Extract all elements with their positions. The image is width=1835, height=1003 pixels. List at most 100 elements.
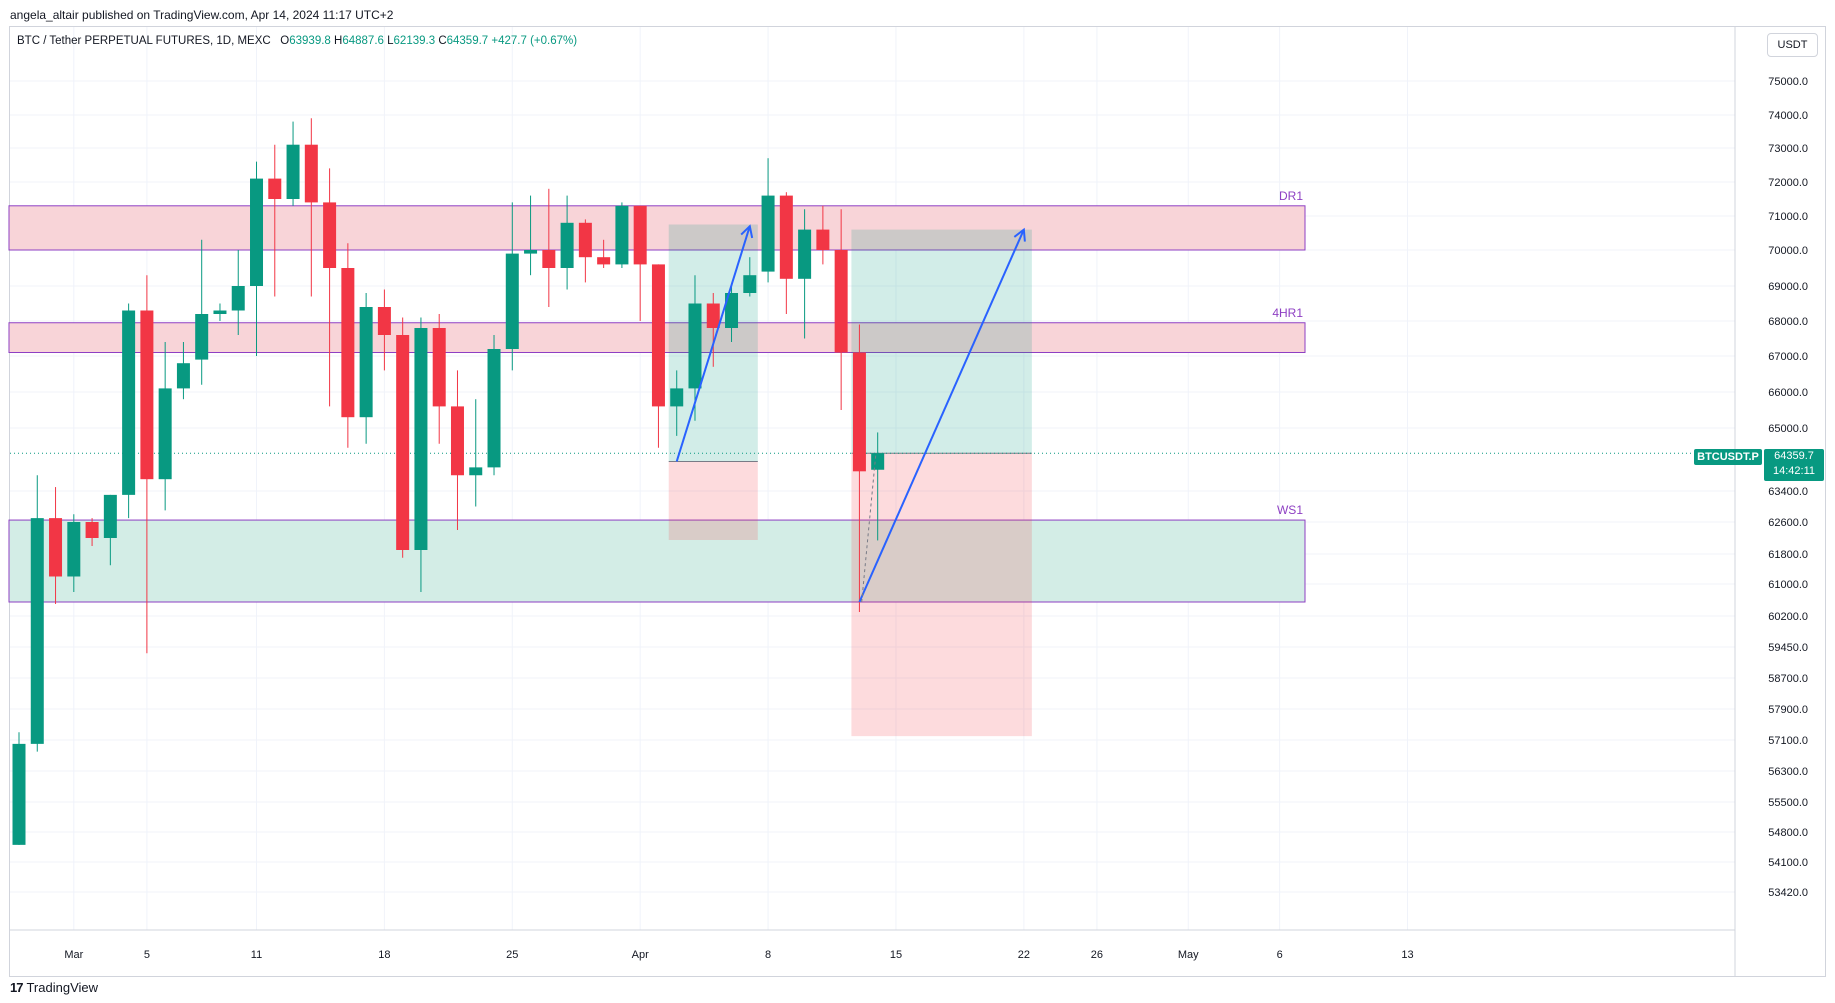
candle-body [414, 328, 428, 550]
candle-body [30, 518, 44, 744]
candle-body [761, 195, 775, 272]
candle-body [176, 363, 190, 389]
time-tick-label: 18 [378, 949, 390, 961]
candle-body [323, 202, 337, 268]
price-tick-label: 69000.0 [1768, 281, 1808, 293]
position-target-area [851, 229, 1032, 454]
time-tick-label: 5 [144, 949, 150, 961]
legend-title: BTC / Tether PERPETUAL FUTURES, 1D, MEXC [17, 35, 271, 47]
candle-body [140, 310, 154, 480]
candle-body [798, 229, 812, 279]
time-tick-label: 6 [1277, 949, 1283, 961]
price-tick-label: 54100.0 [1768, 857, 1808, 869]
price-tick-label: 56300.0 [1768, 766, 1808, 778]
price-tick-label: 61000.0 [1768, 579, 1808, 591]
candle-body [49, 518, 63, 577]
zone-label: DR1 [1279, 189, 1303, 203]
candle-body [816, 229, 830, 250]
time-tick-label: May [1178, 949, 1199, 961]
publish-bar: angela_altair published on TradingView.c… [0, 0, 1835, 26]
zone-ws1 [8, 519, 1306, 603]
candle-body [377, 307, 391, 335]
candle-body [432, 328, 446, 407]
candle-body [542, 250, 556, 268]
candle-body [633, 205, 647, 265]
price-tick-label: 70000.0 [1768, 245, 1808, 257]
price-tick-label: 67000.0 [1768, 351, 1808, 363]
price-tick-label: 59450.0 [1768, 642, 1808, 654]
candle-body [231, 286, 245, 311]
legend-high: 64887.6 [342, 35, 384, 47]
zone-label: 4HR1 [1272, 306, 1303, 320]
candle-body [597, 257, 611, 265]
candle-body [779, 195, 793, 279]
candle-body [688, 303, 702, 389]
currency-button[interactable]: USDT [1767, 33, 1818, 57]
zone-dr1 [8, 205, 1306, 251]
time-tick-label: 13 [1401, 949, 1413, 961]
chart-frame [9, 26, 1826, 977]
candle-body [871, 453, 885, 470]
price-tick-label: 61800.0 [1768, 549, 1808, 561]
candle-body [213, 310, 227, 314]
last-price-box: 64359.7 14:42:11 [1764, 449, 1824, 481]
brand-name: TradingView [26, 980, 99, 995]
arrow-head [740, 224, 754, 239]
candle-body [487, 349, 501, 468]
price-tick-label: 66000.0 [1768, 387, 1808, 399]
time-tick-label: 15 [890, 949, 902, 961]
candle-body [670, 388, 684, 407]
candle-body [651, 264, 665, 407]
candle-body [578, 222, 592, 258]
candle-body [469, 467, 483, 476]
price-tick-label: 58700.0 [1768, 673, 1808, 685]
price-tick-label: 62600.0 [1768, 517, 1808, 529]
candle-body [505, 253, 519, 349]
candle-body [85, 522, 99, 538]
tradingview-logo-icon: 17 [10, 980, 24, 995]
legend-close-label: C [438, 35, 447, 47]
price-tick-label: 55500.0 [1768, 797, 1808, 809]
position-stop-area [668, 461, 758, 540]
arrow-head [1013, 227, 1026, 242]
price-tick-label: 54800.0 [1768, 827, 1808, 839]
legend-open: 63939.8 [289, 35, 331, 47]
candle-body [195, 314, 209, 360]
price-tick-label: 57100.0 [1768, 735, 1808, 747]
symbol-legend: BTC / Tether PERPETUAL FUTURES, 1D, MEXC… [17, 35, 577, 47]
time-tick-label: 26 [1091, 949, 1103, 961]
candle-body [286, 144, 300, 199]
time-tick-label: Mar [64, 949, 83, 961]
candle-body [359, 307, 373, 418]
legend-high-label: H [334, 35, 343, 47]
symbol-tag: BTCUSDT.P [1694, 449, 1762, 465]
projection-arrow [858, 229, 1025, 603]
candle-body [304, 144, 318, 203]
price-tick-label: 68000.0 [1768, 316, 1808, 328]
legend-low: 62139.3 [393, 35, 436, 47]
candle-body [706, 303, 720, 328]
time-tick-label: 22 [1018, 949, 1030, 961]
legend-open-label: O [280, 35, 290, 47]
price-tick-label: 72000.0 [1768, 177, 1808, 189]
zone-label: WS1 [1277, 503, 1303, 517]
time-tick-label: 25 [506, 949, 518, 961]
candle-body [615, 205, 629, 265]
time-tick-label: 8 [765, 949, 771, 961]
price-tick-label: 60200.0 [1768, 611, 1808, 623]
price-tick-label: 75000.0 [1768, 76, 1808, 88]
legend-low-label: L [387, 35, 394, 47]
last-price-value: 64359.7 [1774, 450, 1814, 462]
price-tick-label: 73000.0 [1768, 143, 1808, 155]
candle-body [12, 743, 26, 845]
candle-body [852, 352, 866, 472]
candle-body [268, 178, 282, 199]
legend-change: +427.7 (+0.67%) [491, 35, 578, 47]
price-tick-label: 57900.0 [1768, 704, 1808, 716]
footer-brand[interactable]: 17 TradingView [10, 980, 98, 995]
candle-body [341, 268, 355, 418]
candle-body [67, 522, 81, 577]
time-tick-label: 11 [251, 949, 262, 961]
candle-body [743, 275, 757, 293]
